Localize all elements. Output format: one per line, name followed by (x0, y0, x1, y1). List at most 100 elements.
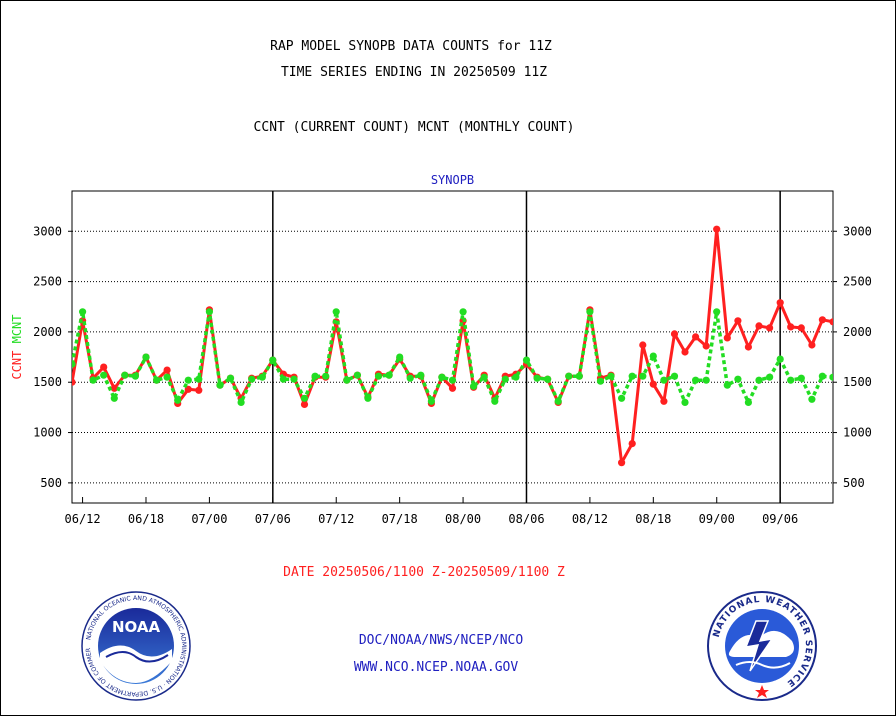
y-tick-label-right: 500 (843, 476, 865, 490)
data-point-mcnt (184, 376, 192, 384)
x-tick-label: 08/18 (635, 512, 671, 526)
x-tick-label: 07/06 (255, 512, 291, 526)
x-tick-label: 07/00 (191, 512, 227, 526)
data-point-ccnt (670, 330, 679, 338)
data-point-mcnt (343, 376, 351, 384)
svg-text:NOAA: NOAA (112, 618, 161, 636)
data-point-mcnt (734, 375, 742, 383)
plot-area (71, 190, 834, 504)
data-point-ccnt (660, 397, 668, 405)
data-point-mcnt (417, 371, 425, 379)
y-tick-label-left: 1000 (33, 426, 62, 440)
data-point-mcnt (491, 397, 499, 405)
noaa-logo-icon: NOAA NATIONAL OCEANIC AND ATMOSPHERIC AD… (80, 591, 191, 701)
x-tick-label: 09/00 (699, 512, 735, 526)
data-point-mcnt (787, 376, 795, 384)
data-point-mcnt (512, 373, 520, 381)
data-point-ccnt (639, 341, 647, 349)
data-point-mcnt (195, 375, 203, 383)
data-point-ccnt (618, 459, 626, 467)
data-point-mcnt (713, 308, 721, 316)
data-point-mcnt (353, 371, 361, 379)
x-tick-label: 08/00 (445, 512, 481, 526)
org-credit: DOC/NOAA/NWS/NCEP/NCO (358, 633, 524, 648)
data-point-mcnt (670, 372, 679, 380)
data-point-mcnt (649, 352, 657, 360)
x-tick-label: 06/12 (65, 512, 101, 526)
data-point-ccnt (797, 324, 805, 332)
data-point-mcnt (300, 394, 309, 402)
data-point-mcnt (480, 373, 488, 381)
y-tick-label-right: 1000 (843, 426, 872, 440)
data-point-ccnt (766, 324, 774, 332)
data-point-mcnt (639, 372, 647, 380)
y-axis-label-mcnt: MCNT (10, 314, 24, 343)
data-point-mcnt (554, 397, 562, 405)
data-point-mcnt (438, 373, 446, 381)
data-point-mcnt (448, 376, 457, 384)
data-point-ccnt (300, 400, 309, 408)
data-point-mcnt (153, 376, 161, 384)
series-group (72, 225, 833, 467)
data-point-ccnt (723, 334, 731, 342)
data-point-mcnt (290, 375, 298, 383)
y-tick-label-left: 2000 (33, 325, 62, 339)
data-point-mcnt (385, 371, 393, 379)
data-point-mcnt (596, 377, 605, 385)
data-point-mcnt (374, 372, 383, 380)
data-point-mcnt (279, 375, 287, 383)
title-line-2: TIME SERIES ENDING IN 20250509 11Z (280, 65, 548, 80)
y-tick-label-left: 500 (40, 476, 62, 490)
data-point-ccnt (628, 440, 636, 448)
data-point-mcnt (205, 308, 213, 316)
series-line-ccnt (72, 227, 833, 465)
data-point-mcnt (501, 375, 509, 383)
data-point-ccnt (163, 366, 171, 374)
data-point-mcnt (131, 372, 139, 380)
y-tick-label-left: 1500 (33, 375, 62, 389)
data-point-ccnt (755, 322, 763, 330)
data-point-mcnt (776, 355, 784, 363)
data-point-mcnt (269, 356, 277, 364)
data-point-ccnt (681, 348, 689, 356)
website-link[interactable]: WWW.NCO.NCEP.NOAA.GOV (353, 660, 519, 675)
y-tick-label-right: 2000 (843, 325, 872, 339)
data-point-mcnt (174, 396, 182, 404)
x-tick-label: 07/18 (382, 512, 418, 526)
x-tick-label: 09/06 (762, 512, 798, 526)
data-point-mcnt (723, 381, 731, 389)
data-point-ccnt (448, 384, 457, 392)
data-point-ccnt (195, 386, 203, 394)
data-point-mcnt (322, 372, 330, 380)
data-point-mcnt (829, 373, 833, 381)
data-point-mcnt (427, 397, 435, 405)
data-point-ccnt (184, 385, 192, 393)
data-point-mcnt (522, 356, 531, 364)
data-point-mcnt (100, 371, 108, 379)
data-point-mcnt (744, 398, 753, 406)
data-point-ccnt (787, 323, 795, 331)
data-point-mcnt (248, 375, 256, 383)
data-point-mcnt (818, 372, 827, 380)
data-point-ccnt (808, 341, 816, 349)
data-point-mcnt (72, 360, 76, 368)
y-axis-label-ccnt: CCNT (10, 343, 24, 379)
data-point-ccnt (776, 299, 784, 307)
data-point-mcnt (163, 373, 171, 381)
data-point-ccnt (818, 316, 827, 324)
data-point-ccnt (702, 342, 710, 350)
data-point-mcnt (142, 353, 150, 361)
data-point-mcnt (332, 308, 340, 316)
data-point-mcnt (586, 308, 594, 316)
data-point-mcnt (237, 398, 245, 406)
data-point-mcnt (575, 372, 583, 380)
data-point-ccnt (734, 317, 742, 325)
data-point-mcnt (396, 353, 404, 361)
data-point-mcnt (79, 308, 87, 316)
data-point-ccnt (72, 378, 76, 386)
data-point-mcnt (470, 382, 478, 390)
y-tick-label-right: 3000 (843, 224, 872, 238)
data-point-mcnt (681, 398, 689, 406)
data-point-mcnt (660, 376, 668, 384)
data-point-mcnt (692, 376, 700, 384)
